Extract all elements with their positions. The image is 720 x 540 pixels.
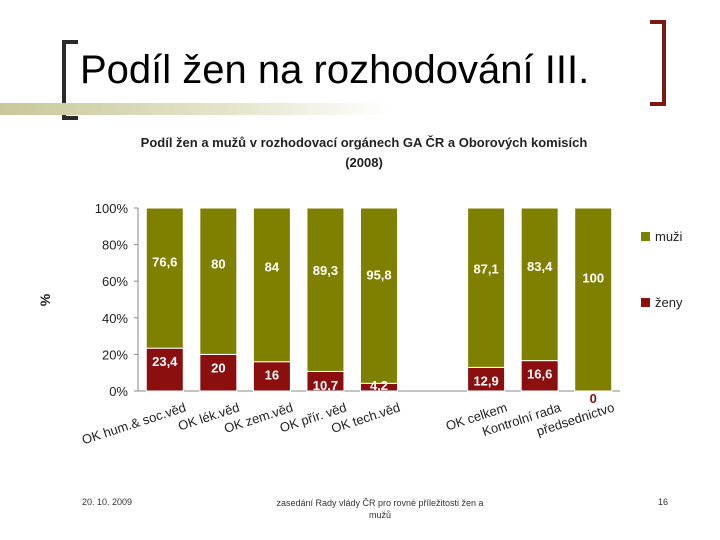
title-underline: [0, 103, 390, 115]
bar-muzi: [574, 207, 613, 392]
legend-label: ženy: [655, 295, 683, 310]
y-tick-label: 60%: [102, 274, 128, 289]
data-label-muzi: 84: [265, 259, 280, 274]
y-tick-label: 100%: [95, 201, 129, 216]
stacked-bar-chart: Podíl žen a mužů v rozhodovací orgánech …: [37, 135, 683, 448]
legend-swatch: [641, 298, 650, 307]
chart-subtitle: (2008): [345, 155, 383, 170]
data-label-muzi: 100: [582, 271, 604, 286]
title-bracket-left: [62, 40, 78, 120]
data-label-zeny: 23,4: [152, 354, 178, 369]
data-label-muzi: 80: [211, 257, 225, 272]
data-label-muzi: 76,6: [152, 254, 177, 269]
bar-muzi: [145, 207, 184, 349]
chart-title: Podíl žen a mužů v rozhodovací orgánech …: [141, 135, 588, 150]
y-tick-label: 80%: [102, 238, 128, 253]
data-label-zeny: 0: [590, 391, 597, 406]
bar-zeny: [520, 360, 559, 392]
data-label-zeny: 20: [211, 360, 225, 375]
y-tick-label: 40%: [102, 311, 128, 326]
page-number: 16: [658, 497, 669, 507]
bar-muzi: [199, 207, 238, 355]
bar-zeny: [252, 361, 291, 392]
title-bracket-right: [650, 20, 666, 106]
data-label-zeny: 16: [265, 368, 279, 383]
bar-muzi: [360, 207, 398, 384]
bar-muzi: [467, 207, 506, 368]
footer-center-text: zasedání Rady vlády ČR pro rovné příleži…: [276, 498, 484, 520]
y-tick-label: 20%: [102, 347, 128, 362]
data-label-zeny: 12,9: [473, 373, 498, 388]
y-tick-label: 0%: [109, 384, 128, 399]
data-label-zeny: 10,7: [313, 378, 338, 393]
bar-muzi: [252, 207, 291, 363]
data-label-zeny: 16,6: [527, 367, 552, 382]
bar-muzi: [306, 207, 345, 372]
y-axis-label: %: [37, 293, 53, 306]
slide-title: Podíl žen na rozhodování III.: [80, 48, 590, 92]
data-label-muzi: 89,3: [313, 263, 338, 278]
legend-label: muži: [655, 229, 683, 244]
data-label-zeny: 4,2: [370, 378, 388, 393]
data-label-muzi: 83,4: [527, 259, 553, 274]
category-label: OK hum.& soc.věd: [80, 400, 188, 448]
footer-date: 20. 10. 2009: [82, 497, 133, 507]
bar-muzi: [520, 207, 559, 362]
data-label-muzi: 87,1: [473, 262, 498, 277]
bar-zeny: [145, 347, 184, 392]
legend-swatch: [641, 232, 650, 241]
data-label-muzi: 95,8: [366, 268, 391, 283]
